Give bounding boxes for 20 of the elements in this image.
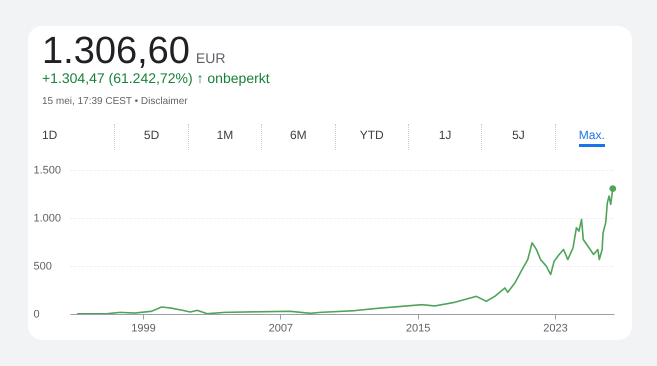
chart-subtitle: +1.304,47 (61.242,72%) ↑ onbeperkt	[42, 70, 270, 86]
text: Max.	[578, 128, 605, 147]
x-tick-label: 2007	[268, 322, 294, 334]
text: 1J	[438, 128, 452, 142]
text: YTD	[360, 128, 384, 142]
text: 15 mei, 17:39 CEST • Disclaimer	[42, 96, 188, 107]
text: 5J	[512, 128, 525, 142]
text: EUR	[196, 50, 226, 66]
x-tick-label: 2015	[406, 322, 430, 334]
x-tick-label: 1999	[131, 322, 156, 334]
text: 5D	[144, 128, 160, 142]
text: 1M	[216, 128, 234, 142]
y-tick-label: 500	[34, 260, 52, 272]
y-tick-label: 1.000	[34, 212, 62, 224]
y-tick-label: 0	[34, 308, 40, 320]
chart-title: 1.306,60	[42, 30, 190, 72]
x-tick-label: 2023	[543, 322, 568, 334]
text: 1D	[42, 128, 58, 142]
text: 6M	[290, 128, 307, 142]
y-tick-label: 1.500	[34, 164, 62, 176]
